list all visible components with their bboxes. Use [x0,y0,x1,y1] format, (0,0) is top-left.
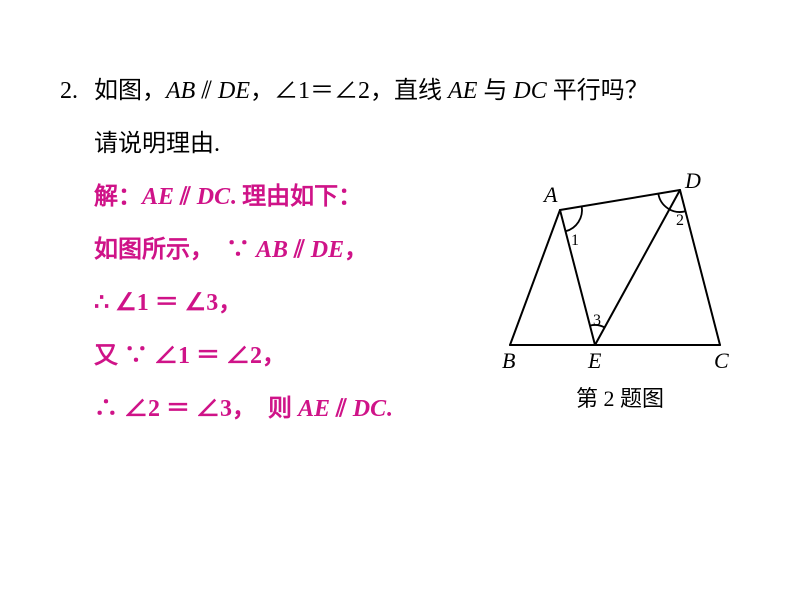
svg-text:E: E [587,348,602,370]
figure-caption: 第 2 题图 [500,381,740,413]
question-line-2: 请说明理由. [60,123,760,158]
svg-text:A: A [542,182,558,207]
svg-text:2: 2 [676,212,684,229]
svg-text:C: C [714,348,729,370]
answer-text-2: 如图所示， ∵ AB ⫽ DE， [94,229,368,264]
svg-text:3: 3 [593,312,601,329]
question-line-1: 2. 如图，AB ⫽ DE，∠1＝∠2，直线 AE 与 DC 平行吗？ [60,70,760,105]
page: 2. 如图，AB ⫽ DE，∠1＝∠2，直线 AE 与 DC 平行吗？ 请说明理… [0,0,800,600]
answer-text-1: 解：AE ⫽ DC. 理由如下： [94,176,362,211]
svg-text:D: D [684,170,701,193]
question-text-1: 如图，AB ⫽ DE，∠1＝∠2，直线 AE 与 DC 平行吗？ [94,70,649,105]
geometry-figure: 1 2 3 A D B E C [500,170,740,370]
problem-number: 2. [60,78,94,105]
question-text-2: 请说明理由. [94,123,220,158]
figure-block: 1 2 3 A D B E C 第 2 题图 [500,170,740,413]
answer-text-4: 又 ∵ ∠1 ＝ ∠2， [94,335,286,370]
answer-text-3: ∴ ∠1 ＝ ∠3， [94,282,242,317]
svg-text:B: B [502,348,515,370]
svg-text:1: 1 [571,232,579,249]
answer-text-5: ∴ ∠2 ＝ ∠3， 则 AE ⫽ DC. [94,388,392,423]
